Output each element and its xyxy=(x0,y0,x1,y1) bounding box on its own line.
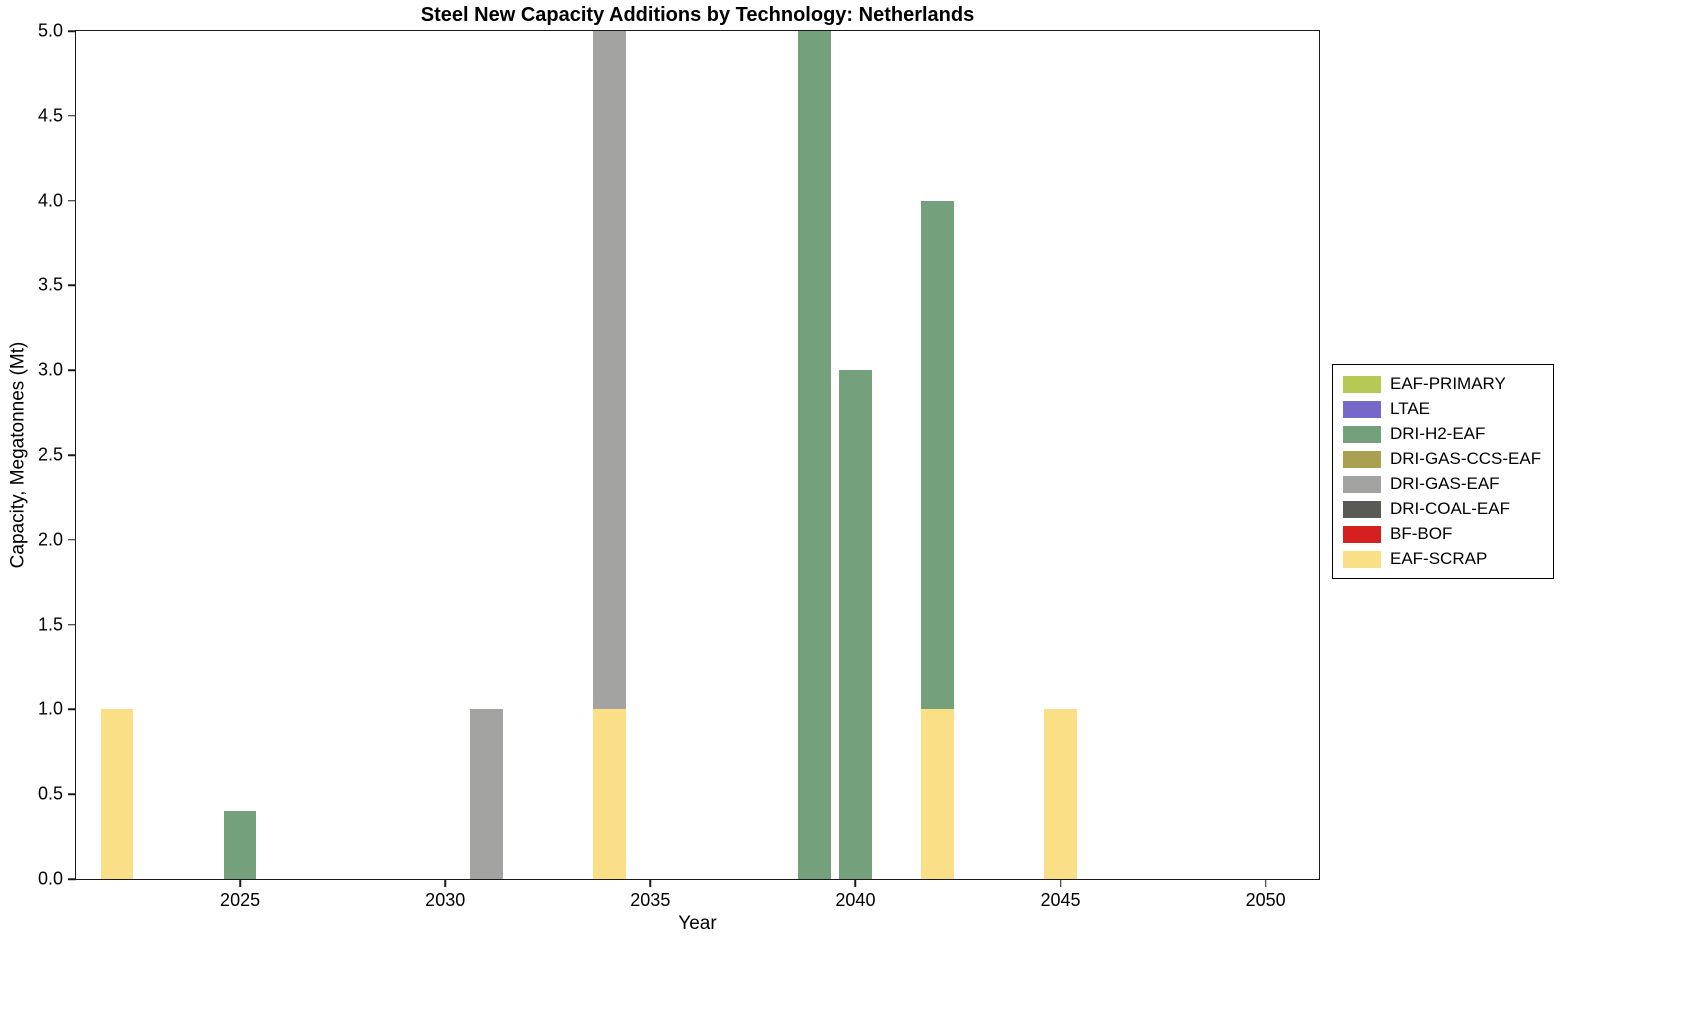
legend-label: DRI-H2-EAF xyxy=(1390,424,1486,443)
legend-entry: BF-BOF xyxy=(1343,524,1541,544)
legend-swatch xyxy=(1343,525,1381,543)
y-tick-mark xyxy=(68,199,76,202)
bar-segment-dri-h2-eaf xyxy=(223,811,257,879)
legend-label: DRI-COAL-EAF xyxy=(1390,499,1510,518)
chart-title: Steel New Capacity Additions by Technolo… xyxy=(420,4,975,26)
x-axis-label: Year xyxy=(678,913,717,934)
legend-entry: EAF-PRIMARY xyxy=(1343,374,1541,394)
bar-segment-dri-gas-eaf xyxy=(592,31,626,710)
legend-label: DRI-GAS-CCS-EAF xyxy=(1390,449,1542,468)
legend-entry: DRI-H2-EAF xyxy=(1343,424,1541,444)
legend-entry: DRI-GAS-EAF xyxy=(1343,474,1541,494)
y-tick-mark xyxy=(68,369,76,371)
legend-label: LTAE xyxy=(1390,399,1430,418)
bar-segment-eaf-scrap xyxy=(921,709,954,879)
bar-segment-dri-h2-eaf xyxy=(798,31,831,879)
y-tick-label: 3.0 xyxy=(37,359,63,380)
legend-label: EAF-PRIMARY xyxy=(1390,374,1506,393)
legend-swatch xyxy=(1343,400,1381,418)
y-tick-label: 5.0 xyxy=(37,20,63,41)
y-tick-mark xyxy=(68,793,76,795)
x-tick-mark xyxy=(1059,879,1062,887)
x-tick-mark xyxy=(444,879,446,887)
y-tick-label: 2.5 xyxy=(37,444,63,465)
plot-area: 0.0 0.5 1.0 1.5 2.0 2.5 3.0 3.5 4.0 4.5 5.0 2025 203… xyxy=(38,21,1320,910)
y-tick-label: 4.0 xyxy=(37,190,63,211)
legend-label: EAF-SCRAP xyxy=(1390,549,1488,568)
y-tick-label: 0.5 xyxy=(37,783,63,804)
legend-swatch xyxy=(1343,425,1381,443)
y-tick-label: 1.5 xyxy=(37,614,63,635)
y-tick-label: 4.5 xyxy=(37,105,63,126)
legend-swatch xyxy=(1343,550,1381,568)
legend-entry: EAF-SCRAP xyxy=(1343,549,1541,569)
y-axis-label-container: Capacity, Megatonnes (Mt) xyxy=(4,30,32,880)
legend: EAF-PRIMARY LTAE DRI-H2-EAF DRI-GAS-CCS-EAF… xyxy=(1332,364,1555,579)
y-tick-label: 2.0 xyxy=(37,529,63,550)
y-tick-mark xyxy=(68,115,76,117)
bar-segment-eaf-scrap xyxy=(1044,709,1077,879)
y-tick-mark xyxy=(68,454,76,456)
x-tick-label: 2030 xyxy=(425,890,466,910)
y-tick-label: 0.0 xyxy=(37,868,63,889)
bar-segment-dri-h2-eaf xyxy=(839,370,872,879)
legend-entry: LTAE xyxy=(1343,399,1541,419)
x-tick-mark xyxy=(1264,879,1267,887)
x-tick-mark xyxy=(239,879,241,887)
x-tick-label: 2040 xyxy=(835,890,876,910)
x-tick-label: 2045 xyxy=(1040,890,1081,910)
y-tick-mark xyxy=(68,708,76,711)
y-tick-mark xyxy=(68,878,76,880)
legend-entry: DRI-GAS-CCS-EAF xyxy=(1343,449,1541,469)
legend-swatch xyxy=(1343,375,1381,393)
y-tick-label: 3.5 xyxy=(37,274,63,295)
legend-label: BF-BOF xyxy=(1390,524,1453,543)
y-tick-mark xyxy=(68,623,76,626)
y-tick-mark xyxy=(68,30,76,32)
legend-label: DRI-GAS-EAF xyxy=(1390,474,1500,493)
x-tick-label: 2025 xyxy=(220,890,261,910)
y-axis-label: Capacity, Megatonnes (Mt) xyxy=(7,341,28,569)
legend-entry: DRI-COAL-EAF xyxy=(1343,499,1541,519)
legend-swatch xyxy=(1343,450,1381,468)
bar-segment-eaf-scrap xyxy=(592,709,626,879)
bar-segment-dri-gas-eaf xyxy=(469,709,503,879)
x-tick-label: 2050 xyxy=(1245,890,1286,910)
legend-swatch xyxy=(1343,475,1381,493)
y-tick-label: 1.0 xyxy=(37,698,63,719)
bar-segment-eaf-scrap xyxy=(100,709,134,879)
x-tick-mark xyxy=(649,879,652,887)
y-tick-mark xyxy=(68,284,76,287)
y-tick-mark xyxy=(68,539,76,541)
x-tick-mark xyxy=(854,879,857,887)
bar-segment-dri-h2-eaf xyxy=(921,200,954,710)
legend-swatch xyxy=(1343,500,1381,518)
x-tick-label: 2035 xyxy=(630,890,671,910)
